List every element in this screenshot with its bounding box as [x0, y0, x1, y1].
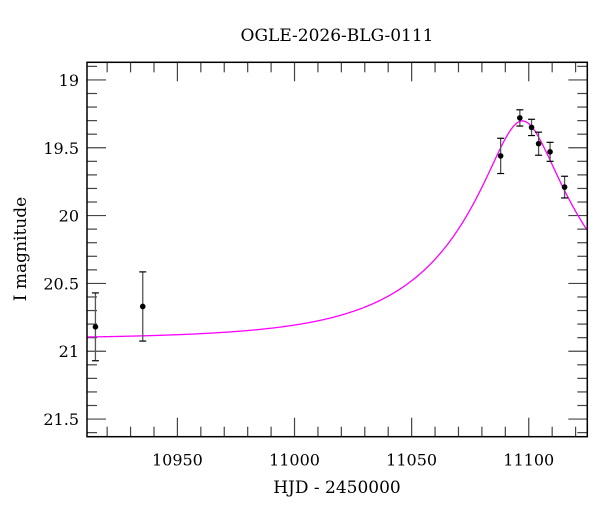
data-point — [139, 303, 146, 310]
data-point — [92, 324, 99, 330]
x-tick-label: 11000 — [269, 451, 320, 470]
data-point — [547, 149, 553, 155]
data-point — [517, 115, 523, 121]
data-point — [497, 153, 504, 159]
data-point — [561, 184, 568, 190]
x-tick-label: 11050 — [386, 451, 437, 470]
y-tick-label: 21.5 — [43, 410, 79, 429]
x-tick-label: 10950 — [152, 451, 203, 470]
data-point — [535, 140, 542, 147]
y-tick-label: 19 — [59, 71, 79, 90]
y-tick-label: 20.5 — [43, 274, 79, 293]
data-point — [528, 124, 535, 131]
model-curve — [86, 120, 588, 338]
chart-title: OGLE-2026-BLG-0111 — [241, 26, 434, 46]
plot-frame — [86, 61, 589, 438]
x-tick-label: 11100 — [503, 451, 554, 470]
y-tick-label: 19.5 — [43, 139, 79, 158]
y-tick-label: 20 — [59, 207, 79, 226]
y-tick-label: 21 — [59, 342, 79, 361]
x-axis-label: HJD - 2450000 — [273, 478, 401, 498]
y-axis-label: I magnitude — [11, 197, 31, 301]
